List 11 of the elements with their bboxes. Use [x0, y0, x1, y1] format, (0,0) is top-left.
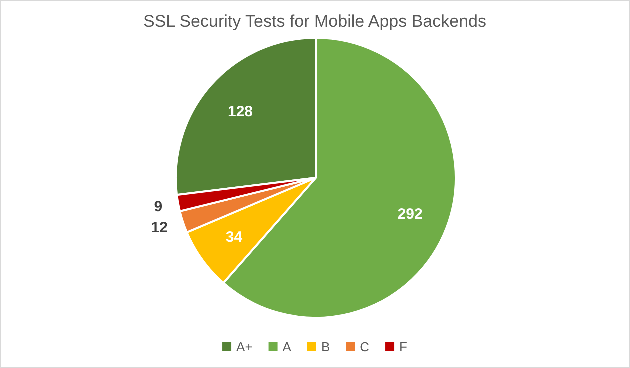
chart-title: SSL Security Tests for Mobile Apps Backends — [143, 12, 487, 31]
data-label: 292 — [398, 206, 423, 223]
data-label: 9 — [154, 198, 163, 216]
legend-label: B — [321, 340, 330, 355]
legend-label: F — [400, 340, 408, 355]
legend-label: A — [282, 340, 292, 355]
legend-label: C — [360, 340, 370, 355]
data-label: 128 — [228, 103, 254, 120]
data-label: 34 — [226, 229, 244, 246]
data-label: 12 — [151, 219, 168, 236]
legend-label: A+ — [236, 340, 253, 355]
